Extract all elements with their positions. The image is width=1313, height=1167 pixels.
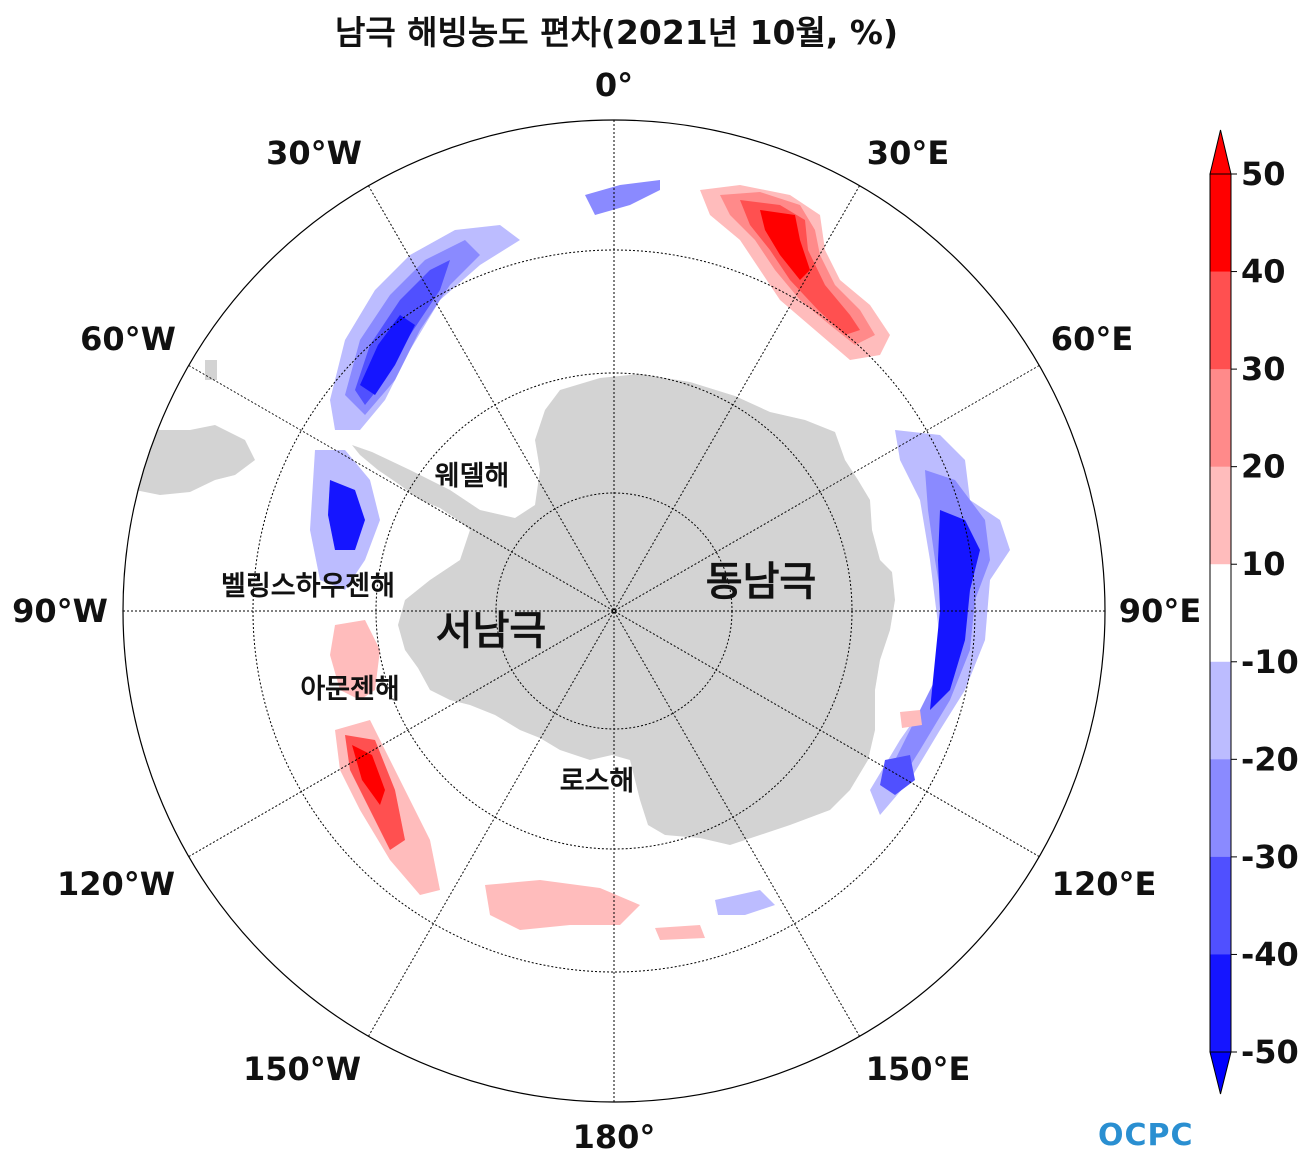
region-west-antarctica: 서남극 (436, 608, 546, 654)
lon-label-30e: 30°E (867, 134, 949, 172)
negative-anomaly-east-antarctica-south (880, 755, 915, 795)
colorbar-swatch (1210, 954, 1231, 1053)
lon-label-0: 0° (595, 66, 633, 104)
colorbar-swatch (1210, 466, 1231, 565)
positive-anomaly-east-atlantic-peak (760, 210, 810, 280)
graticule (123, 120, 1105, 1102)
colorbar-swatch (1210, 564, 1231, 663)
lon-label-90w: 90°W (12, 592, 108, 630)
region-bellingshausen: 벨링스하우젠해 (221, 571, 395, 602)
colorbar-swatch (1210, 661, 1231, 760)
lon-label-90e: 90°E (1119, 592, 1201, 630)
region-ross: 로스해 (560, 766, 635, 797)
lon-label-180: 180° (573, 1118, 656, 1156)
colorbar-tick-label: -20 (1241, 740, 1299, 778)
positive-anomaly-east-antarctica-small (900, 710, 922, 728)
colorbar-ticks: 50 40 30 20 10 -10 -20 -30 -40 -50 (1231, 155, 1299, 1071)
ocpc-logo: OCPC (1098, 1118, 1194, 1153)
negative-anomaly-east-antarctica-strong (930, 510, 980, 710)
positive-anomaly-ross-small (655, 925, 705, 940)
colorbar-over-arrow (1209, 129, 1232, 175)
colorbar-tick-label: -50 (1241, 1033, 1299, 1071)
negative-anomaly-weddell-peak (360, 315, 415, 395)
colorbar-tick-label: -40 (1241, 935, 1299, 973)
region-amundsen: 아문젠해 (300, 674, 399, 705)
negative-anomaly-bellingshausen-core (328, 480, 365, 550)
colorbar-tick-label: 20 (1241, 448, 1286, 486)
colorbar: 50 40 30 20 10 -10 -20 -30 -40 -50 (1209, 129, 1299, 1095)
colorbar-tick-label: 40 (1241, 253, 1286, 291)
region-labels: 웨델해 벨링스하우젠해 아문젠해 로스해 서남극 동남극 (221, 461, 816, 797)
south-america-land (125, 420, 255, 495)
colorbar-tick-label: 50 (1241, 155, 1286, 193)
negative-anomaly-north-weddell (585, 180, 660, 215)
colorbar-frame (1209, 173, 1232, 1053)
positive-anomaly-ross (485, 880, 640, 930)
colorbar-swatch (1210, 759, 1231, 858)
lon-label-120e: 120°E (1052, 865, 1157, 903)
antarctica-land (352, 374, 895, 845)
colorbar-swatch (1210, 856, 1231, 955)
anomaly-field (310, 180, 1010, 940)
lon-label-120w: 120°W (57, 865, 175, 903)
positive-anomaly-amundsen (330, 620, 380, 700)
lon-label-30w: 30°W (266, 134, 362, 172)
colorbar-tick-label: -10 (1241, 643, 1299, 681)
colorbar-tick-label: 10 (1241, 545, 1286, 583)
colorbar-swatch (1210, 369, 1231, 468)
region-weddell: 웨델해 (435, 461, 510, 492)
land (125, 360, 895, 845)
longitude-labels: 0° 30°E 60°E 90°E 120°E 150°E 180° 150°W… (12, 66, 1201, 1156)
map-boundary (122, 119, 1106, 1103)
colorbar-swatch (1210, 271, 1231, 370)
lon-label-60w: 60°W (80, 320, 176, 358)
lon-label-150w: 150°W (243, 1050, 361, 1088)
lon-label-150e: 150°E (866, 1050, 971, 1088)
lon-label-60e: 60°E (1051, 320, 1133, 358)
colorbar-under-arrow (1209, 1051, 1232, 1095)
negative-anomaly-ross-east (715, 890, 775, 915)
colorbar-swatches (1210, 174, 1231, 1053)
map-title: 남극 해빙농도 편차(2021년 10월, %) (334, 13, 899, 52)
island-land (205, 360, 217, 380)
positive-anomaly-amundsen-lower-peak (352, 745, 385, 805)
region-east-antarctica: 동남극 (706, 559, 816, 605)
colorbar-tick-label: 30 (1241, 350, 1286, 388)
colorbar-swatch (1210, 174, 1231, 273)
colorbar-tick-label: -30 (1241, 838, 1299, 876)
